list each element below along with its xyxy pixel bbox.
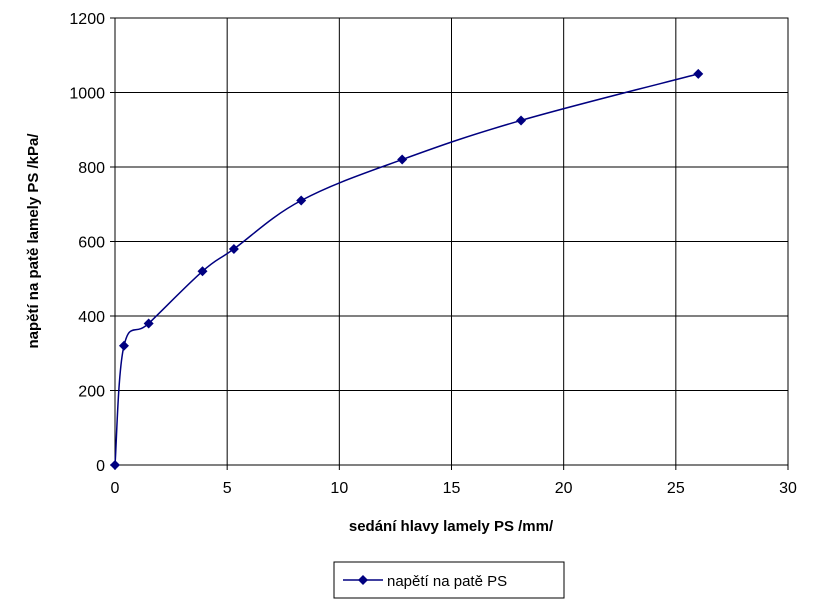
legend-marker-diamond-icon xyxy=(358,575,368,585)
y-axis-title: napětí na patě lamely PS /kPa/ xyxy=(25,133,42,349)
data-point-diamond-icon xyxy=(143,318,154,329)
y-tick-label: 200 xyxy=(78,384,105,401)
x-tick-labels: 0 5 10 15 20 25 30 xyxy=(111,480,797,497)
data-point-diamond-icon xyxy=(197,266,208,277)
x-axis-title: sedání hlavy lamely PS /mm/ xyxy=(349,518,554,535)
x-tick-label: 5 xyxy=(223,480,232,497)
grid-lines xyxy=(115,18,788,465)
data-point-diamond-icon xyxy=(110,460,120,470)
y-tick-label: 800 xyxy=(78,160,105,177)
legend-series-label: napětí na patě PS xyxy=(387,573,507,590)
data-point-diamond-icon xyxy=(118,340,129,351)
x-tick-label: 25 xyxy=(667,480,685,497)
x-tick-label: 20 xyxy=(555,480,573,497)
y-tick-label: 600 xyxy=(78,235,105,252)
x-tick-label: 30 xyxy=(779,480,797,497)
data-point-diamond-icon xyxy=(228,243,239,254)
legend: napětí na patě PS xyxy=(333,561,565,599)
y-tick-labels: 0 200 400 600 800 1000 1200 xyxy=(69,11,105,475)
y-tick-label: 400 xyxy=(78,309,105,326)
data-point-diamond-icon xyxy=(397,154,408,165)
data-point-diamond-icon xyxy=(296,195,307,206)
y-tick-label: 1200 xyxy=(69,11,105,28)
x-tick-label: 15 xyxy=(443,480,461,497)
y-tick-label: 0 xyxy=(96,458,105,475)
tick-marks xyxy=(110,17,789,470)
x-tick-label: 0 xyxy=(111,480,120,497)
x-tick-label: 10 xyxy=(330,480,348,497)
data-point-diamond-icon xyxy=(693,68,704,79)
series-layer xyxy=(110,68,704,470)
y-tick-label: 1000 xyxy=(69,86,105,103)
data-point-diamond-icon xyxy=(516,115,527,126)
